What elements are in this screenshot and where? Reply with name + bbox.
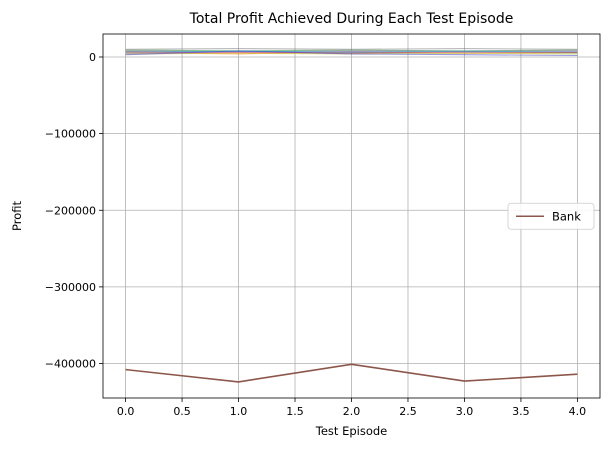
series-line <box>125 50 578 53</box>
x-tick-label: 0.0 <box>117 405 135 418</box>
legend-box <box>507 202 595 230</box>
y-tick-label: −300000 <box>45 281 96 294</box>
y-tick-label: 0 <box>89 51 96 64</box>
x-tick-label: 3.5 <box>512 405 530 418</box>
y-tick-label: −400000 <box>45 358 96 371</box>
series-lines <box>125 48 578 383</box>
x-tick-label: 2.5 <box>399 405 417 418</box>
y-tick-label: −100000 <box>45 128 96 141</box>
series-line <box>125 50 578 57</box>
x-tick-label: 4.0 <box>569 405 587 418</box>
x-axis-label: Test Episode <box>315 424 387 438</box>
x-tick-label: 1.5 <box>286 405 304 418</box>
y-axis-label: Profit <box>10 201 24 231</box>
axis-ticks: 0.0 0.5 1.0 1.5 2.0 2.5 3.0 3.5 4.0 0 −100000 −2000… <box>45 51 586 418</box>
series-line-bank <box>125 363 578 383</box>
x-tick-label: 2.0 <box>343 405 361 418</box>
legend: Bank <box>507 202 595 230</box>
chart-title: Total Profit Achieved During Each Test E… <box>189 11 514 27</box>
legend-label-bank: Bank <box>552 209 581 223</box>
x-tick-label: 1.0 <box>230 405 248 418</box>
y-tick-label: −200000 <box>45 204 96 217</box>
x-tick-label: 3.0 <box>456 405 474 418</box>
series-line <box>125 48 578 50</box>
x-tick-label: 0.5 <box>173 405 191 418</box>
